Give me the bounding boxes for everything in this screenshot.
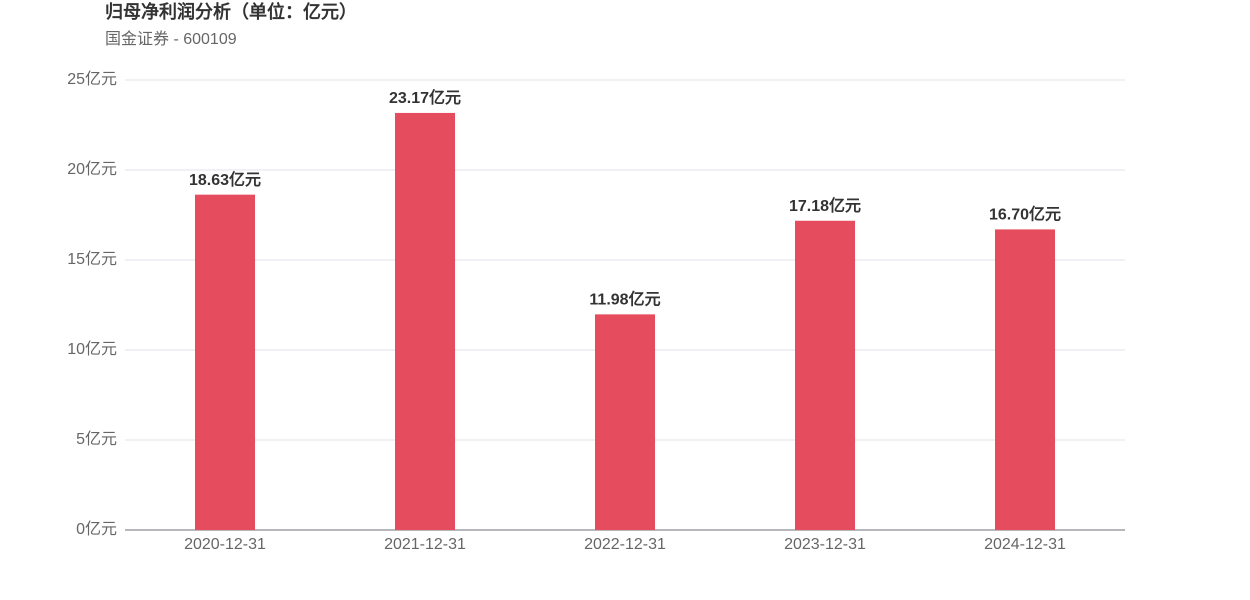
chart-title: 归母净利润分析（单位：亿元） <box>105 1 357 22</box>
y-tick-label: 5亿元 <box>76 430 117 448</box>
x-tick-label: 2024-12-31 <box>984 536 1066 553</box>
y-tick-label: 0亿元 <box>76 520 117 538</box>
value-label: 18.63亿元 <box>189 170 261 189</box>
x-tick-label: 2021-12-31 <box>384 536 466 553</box>
value-label: 17.18亿元 <box>789 196 861 215</box>
value-label: 16.70亿元 <box>989 205 1061 224</box>
x-tick-label: 2020-12-31 <box>184 536 266 553</box>
bar <box>195 194 255 530</box>
bar <box>995 229 1055 530</box>
chart-subtitle: 国金证券 - 600109 <box>105 30 237 48</box>
bar <box>795 220 855 530</box>
value-label: 11.98亿元 <box>589 290 660 309</box>
y-tick-label: 15亿元 <box>67 250 117 268</box>
y-tick-label: 20亿元 <box>67 160 117 178</box>
value-label: 23.17亿元 <box>389 88 461 107</box>
y-tick-label: 25亿元 <box>67 70 117 88</box>
x-tick-label: 2023-12-31 <box>784 536 866 553</box>
y-tick-label: 10亿元 <box>67 340 117 358</box>
bar <box>595 314 655 530</box>
x-tick-label: 2022-12-31 <box>584 536 666 553</box>
bar <box>395 112 455 530</box>
